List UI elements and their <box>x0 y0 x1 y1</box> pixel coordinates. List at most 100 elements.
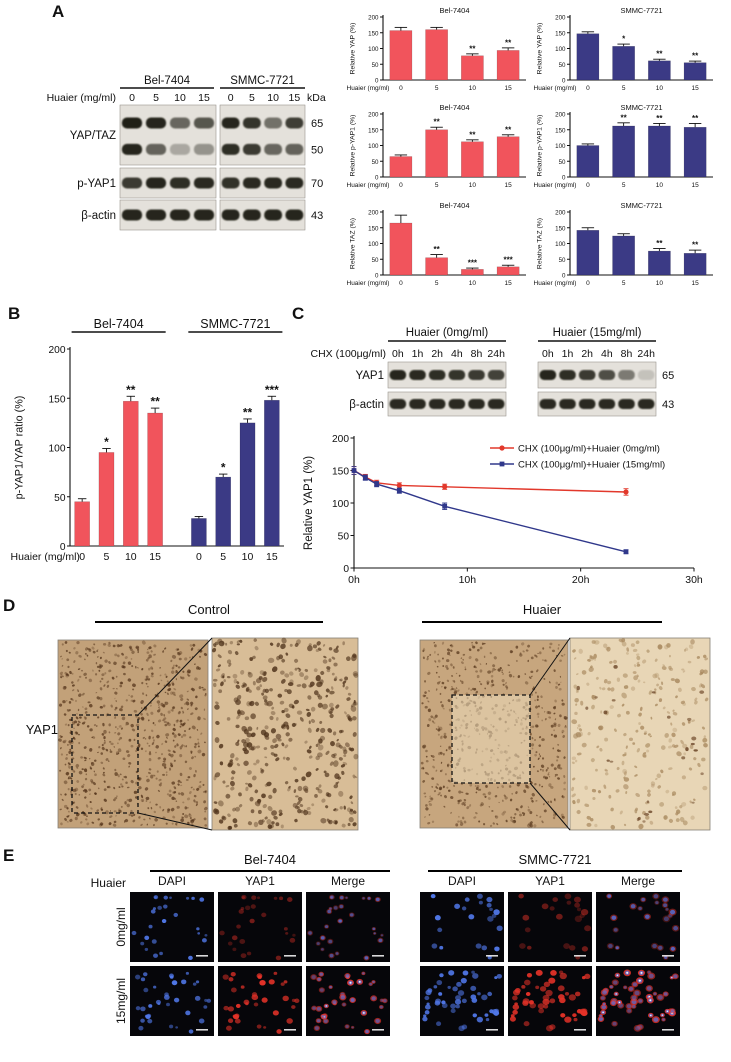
stained-nucleus <box>163 717 167 720</box>
stained-nucleus <box>270 744 275 749</box>
y-tick-label: 150 <box>332 466 349 477</box>
merge-cell-blue <box>657 995 663 1000</box>
stained-nucleus <box>256 799 261 805</box>
stained-nucleus <box>431 786 434 788</box>
stained-nucleus <box>86 815 88 818</box>
y-tick-label: 150 <box>368 30 379 37</box>
stained-nucleus <box>186 807 189 809</box>
stained-nucleus <box>119 644 123 647</box>
stained-nucleus <box>163 720 167 724</box>
stained-nucleus <box>296 710 303 715</box>
stained-nucleus <box>703 654 707 659</box>
stained-nucleus <box>195 803 198 807</box>
stained-nucleus <box>479 803 483 807</box>
yap1-cell <box>525 991 531 996</box>
stained-nucleus <box>68 750 72 755</box>
stained-nucleus <box>275 733 282 740</box>
stained-nucleus <box>625 745 628 749</box>
stained-nucleus <box>326 666 331 670</box>
stained-nucleus <box>463 803 466 807</box>
stained-nucleus <box>270 728 277 734</box>
stained-nucleus <box>317 702 323 708</box>
panel-c-western-blot: Huaier (0mg/ml) Huaier (15mg/ml)CHX (100μ… <box>311 327 674 417</box>
bar <box>461 141 484 178</box>
stained-nucleus <box>221 815 225 820</box>
stained-nucleus <box>101 673 105 677</box>
stained-nucleus <box>431 755 435 758</box>
stained-nucleus <box>424 680 427 683</box>
yap1-cell <box>273 896 278 900</box>
dapi-cell <box>494 976 498 980</box>
stained-nucleus <box>79 821 83 824</box>
stained-nucleus <box>675 695 678 699</box>
significance-stars: ** <box>692 241 699 250</box>
y-tick-label: 100 <box>49 444 66 455</box>
x-tick-label: 10h <box>459 574 477 586</box>
stained-nucleus <box>247 671 251 675</box>
x-tick-label: 10 <box>469 85 477 92</box>
merge-cell-blue <box>371 996 376 1001</box>
dapi-cell <box>203 1005 208 1009</box>
stained-nucleus <box>656 683 659 687</box>
stained-nucleus <box>138 786 142 790</box>
legend-marker <box>499 461 505 467</box>
yap1-cell <box>535 969 543 976</box>
stained-nucleus <box>187 776 191 779</box>
stained-nucleus <box>637 679 641 683</box>
merge-cell-red <box>313 1025 321 1031</box>
chart-taz-bel7404: 0501001502000**5***10***15Bel-7404Relati… <box>347 201 526 287</box>
stained-nucleus <box>343 754 347 757</box>
significance-stars: ** <box>469 44 476 53</box>
stained-nucleus <box>575 703 578 706</box>
yap1-cell <box>550 970 557 976</box>
merge-bright-core <box>616 974 619 977</box>
stained-nucleus <box>700 684 706 689</box>
channel-header-dapi: DAPI <box>157 874 186 888</box>
stained-nucleus <box>301 776 306 782</box>
stained-nucleus <box>263 732 270 738</box>
stained-nucleus <box>281 637 287 644</box>
stained-nucleus <box>666 715 671 719</box>
stained-nucleus <box>668 745 673 749</box>
stained-nucleus <box>101 677 104 680</box>
stained-nucleus <box>425 804 428 807</box>
stained-nucleus <box>654 672 660 678</box>
dapi-cell <box>140 977 146 982</box>
yap1-cell <box>545 989 553 997</box>
stained-nucleus <box>550 724 554 728</box>
yap1-cell <box>512 1004 520 1010</box>
merge-cell-blue <box>607 894 612 898</box>
stained-nucleus <box>315 755 320 761</box>
x-axis-label: Huaier (mg/ml) <box>534 280 577 287</box>
data-point <box>623 549 629 555</box>
x-tick-label: 15 <box>505 280 513 287</box>
stained-nucleus <box>238 804 243 808</box>
stained-nucleus <box>537 695 539 699</box>
stained-nucleus <box>115 688 118 690</box>
stained-nucleus <box>613 659 617 664</box>
x-tick-label: 15 <box>505 85 513 92</box>
y-tick-label: 0 <box>562 78 566 85</box>
dapi-cell <box>144 947 149 951</box>
significance-stars: ** <box>692 114 699 123</box>
significance-stars: * <box>221 461 226 475</box>
merge-cell-red <box>611 1020 618 1027</box>
stained-nucleus <box>437 733 440 736</box>
stained-nucleus <box>539 755 542 758</box>
stained-nucleus <box>591 788 597 793</box>
stained-nucleus <box>328 708 334 714</box>
stained-nucleus <box>195 769 197 773</box>
stained-nucleus <box>474 692 478 694</box>
stained-nucleus <box>442 657 444 660</box>
blot-band <box>468 399 485 409</box>
legend-label: CHX (100μg/ml)+Huaier (15mg/ml) <box>518 460 665 471</box>
stained-nucleus <box>553 705 557 708</box>
x-tick-label: 0 <box>399 280 403 287</box>
merge-cell-blue <box>612 1021 617 1026</box>
stained-nucleus <box>66 658 70 662</box>
yap1-cell <box>576 1009 582 1014</box>
stained-nucleus <box>701 757 706 762</box>
stained-nucleus <box>513 819 517 823</box>
yap1-cell <box>241 896 246 899</box>
yap1-cell <box>537 1003 545 1010</box>
